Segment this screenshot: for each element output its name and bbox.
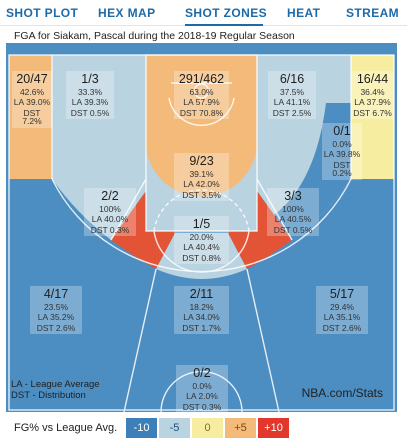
tab-stream[interactable]: STREAM [346,6,400,20]
scale-title: FG% vs League Avg. [14,422,118,434]
color-scale-legend: FG% vs League Avg. -10 -5 0 +5 +10 [0,418,407,440]
zone-label-right-wing: 6/16 37.5% LA 41.1% DST 2.5% [268,71,316,119]
scale-swatch-minus-5: -5 [159,418,190,438]
zone-right-short-corner [274,103,351,240]
zone-label-backcourt: 0/2 0.0% LA 2.0% DST 0.3% [176,365,228,413]
zone-label-left-wing: 1/3 33.3% LA 39.3% DST 0.5% [66,71,114,119]
zone-label-right-short-corner: 0/1 0.0% LA 39.8% DST 0.2% [322,123,362,180]
zone-label-paint: 9/23 39.1% LA 42.0% DST 3.5% [174,153,229,201]
zone-right-corner-3 [351,55,394,179]
brand-watermark: NBA.com/Stats [301,386,383,400]
zone-label-restricted-area: 291/462 63.0% LA 57.9% DST 70.8% [174,71,229,119]
active-tab-indicator [185,24,263,26]
tab-bar: SHOT PLOT HEX MAP SHOT ZONES HEAT STREAM [0,0,407,26]
legend-note-dst: DST - Distribution [11,390,86,401]
zone-label-right-mid: 3/3 100% LA 40.5% DST 0.5% [267,188,319,236]
zone-label-left-mid: 2/2 100% LA 40.0% DST 0.3% [84,188,136,236]
court-title: FGA for Siakam, Pascal during the 2018-1… [14,30,295,42]
tab-heat[interactable]: HEAT [287,6,321,20]
zone-left-baseline-mid [52,55,146,240]
scale-swatch-plus-10: +10 [258,418,289,438]
zone-label-right-above-break-3: 5/17 29.4% LA 35.1% DST 2.6% [316,286,368,334]
scale-swatch-plus-5: +5 [225,418,256,438]
zone-center-mid [156,233,247,279]
zone-label-center-mid: 1/5 20.0% LA 40.4% DST 0.8% [174,216,229,264]
shot-zone-court: 20/47 42.6% LA 39.0% DST 7.2% 1/3 33.3% … [6,43,397,413]
zone-label-center-above-break-3: 2/11 18.2% LA 34.0% DST 1.7% [174,286,229,334]
court-graphic [6,43,397,412]
tab-shot-zones[interactable]: SHOT ZONES [185,6,268,20]
zone-label-left-above-break-3: 4/17 23.5% LA 35.2% DST 2.6% [30,286,82,334]
scale-swatch-minus-10: -10 [126,418,157,438]
tab-shot-plot[interactable]: SHOT PLOT [6,6,79,20]
zone-left-corner-3 [9,55,52,179]
zone-label-left-corner-3: 20/47 42.6% LA 39.0% DST 7.2% [12,71,52,128]
legend-note: LA - League Average DST - Distribution [11,379,100,401]
zone-label-right-corner-3: 16/44 36.4% LA 37.9% DST 6.7% [351,71,394,119]
scale-swatch-zero: 0 [192,418,223,438]
tab-hex-map[interactable]: HEX MAP [98,6,156,20]
legend-note-la: LA - League Average [11,379,100,390]
